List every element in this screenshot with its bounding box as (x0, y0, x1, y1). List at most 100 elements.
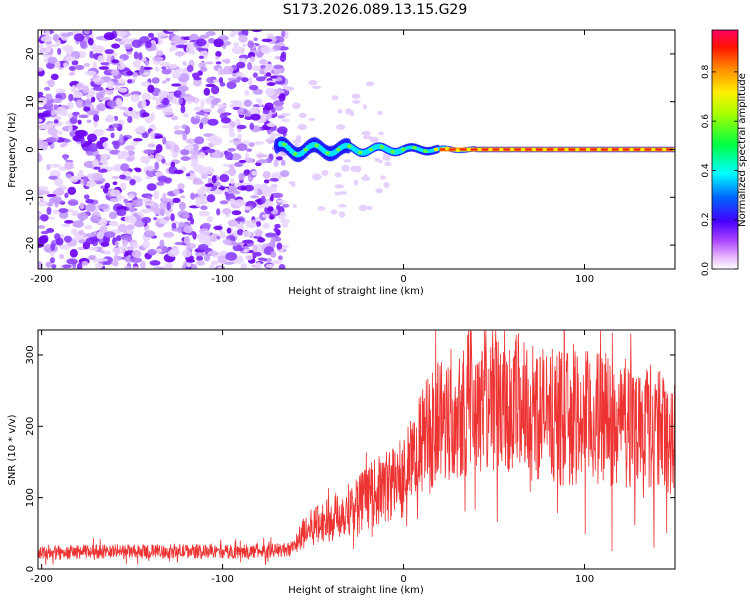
heatmap-cell (261, 38, 273, 43)
heatmap-cell (488, 147, 493, 152)
heatmap-cell (269, 177, 279, 182)
heatmap-cell (109, 149, 121, 155)
heatmap-cell (281, 30, 286, 38)
heatmap-cell (85, 199, 95, 204)
heatmap-cell (246, 148, 253, 152)
heatmap-cell (77, 212, 89, 221)
heatmap-cell (278, 264, 286, 269)
heatmap-cell (181, 213, 190, 219)
heatmap-cell (349, 109, 355, 117)
heatmap-cell (207, 250, 219, 257)
heatmap-cell (269, 195, 274, 202)
heatmap-cell (153, 190, 160, 200)
heatmap-cell (98, 66, 109, 70)
heatmap-cell (38, 112, 49, 117)
heatmap-cell (119, 106, 128, 110)
heatmap-cell (46, 44, 52, 53)
heatmap-cell (182, 249, 192, 258)
heatmap-cell (362, 135, 372, 140)
heatmap-cell (133, 51, 139, 60)
heatmap-cell (99, 225, 108, 234)
heatmap-cell (343, 159, 351, 163)
heatmap-cell (379, 145, 385, 149)
heatmap-cell (321, 169, 329, 176)
heatmap-cell (132, 59, 142, 68)
heatmap-cell (270, 96, 279, 100)
heatmap-cell (225, 251, 238, 261)
heatmap-cell (131, 266, 140, 269)
heatmap-cell (154, 135, 164, 139)
heatmap-cell (159, 201, 168, 211)
heatmap-cell (53, 97, 63, 104)
heatmap-cell (661, 147, 667, 152)
heatmap-cell (111, 59, 120, 64)
heatmap-cell (256, 204, 265, 209)
heatmap-cell (178, 96, 183, 105)
heatmap-cell (253, 37, 258, 42)
heatmap-cell (105, 116, 116, 123)
heatmap-cell (390, 150, 395, 154)
heatmap-cell (181, 81, 188, 86)
heatmap-cell (39, 196, 44, 203)
heatmap-cell (336, 124, 346, 130)
heatmap-cell (85, 233, 97, 238)
heatmap-cell (264, 87, 276, 97)
heatmap-cell (180, 105, 186, 114)
heatmap-cell (64, 161, 74, 170)
heatmap-cell (257, 237, 266, 243)
heatmap-cell (48, 175, 59, 180)
heatmap-cell (38, 91, 44, 97)
heatmap-cell (47, 202, 54, 207)
heatmap-cell (274, 80, 286, 85)
heatmap-cell (163, 231, 175, 238)
heatmap-cell (66, 31, 74, 37)
heatmap-cell (78, 169, 84, 177)
heatmap-cell (117, 209, 127, 217)
heatmap-cell (140, 65, 145, 74)
heatmap-cell (466, 147, 471, 152)
heatmap-cell (362, 104, 368, 110)
heatmap-cell (162, 97, 170, 106)
snr-frame (37, 329, 676, 570)
heatmap-cell (233, 42, 240, 48)
heatmap-cell (213, 225, 223, 231)
heatmap-cell (277, 114, 286, 119)
heatmap-cell (284, 86, 295, 91)
heatmap-cell (252, 88, 263, 95)
heatmap-cell (96, 104, 102, 111)
heatmap-cell (127, 116, 133, 124)
heatmap-cell (162, 192, 167, 202)
heatmap-cell (38, 67, 44, 72)
heatmap-cell (255, 262, 262, 269)
heatmap-cell (202, 108, 212, 113)
heatmap-cell (231, 79, 241, 83)
heatmap-cell (115, 97, 122, 106)
heatmap-cell (130, 94, 140, 103)
heatmap-cell (186, 64, 194, 73)
heatmap-cell (68, 65, 77, 71)
heatmap-cell (272, 192, 284, 199)
heatmap-cell (241, 77, 249, 83)
heatmap-cell (100, 62, 110, 66)
heatmap-cell (72, 111, 80, 116)
heatmap-cell (194, 97, 199, 105)
heatmap-cell (274, 104, 284, 111)
snr-ylabel: SNR (10 * v/v) (7, 414, 18, 485)
heatmap-cell (203, 87, 211, 96)
heatmap-cell (224, 58, 231, 64)
heatmap-cell (213, 38, 224, 48)
heatmap-cell (85, 237, 97, 245)
heatmap-cell (58, 208, 69, 214)
heatmap-cell (275, 156, 283, 161)
heatmap-cell (228, 163, 235, 170)
heatmap-cell (172, 197, 181, 204)
heatmap-cell (143, 149, 155, 155)
heatmap-cell (247, 40, 255, 49)
heatmap-cell (204, 183, 214, 188)
heatmap-cell (298, 112, 307, 119)
heatmap-cell (259, 59, 268, 65)
heatmap-cell (55, 94, 63, 99)
heatmap-cell (243, 99, 252, 108)
heatmap-cell (274, 223, 281, 229)
heatmap-cell (444, 146, 450, 151)
